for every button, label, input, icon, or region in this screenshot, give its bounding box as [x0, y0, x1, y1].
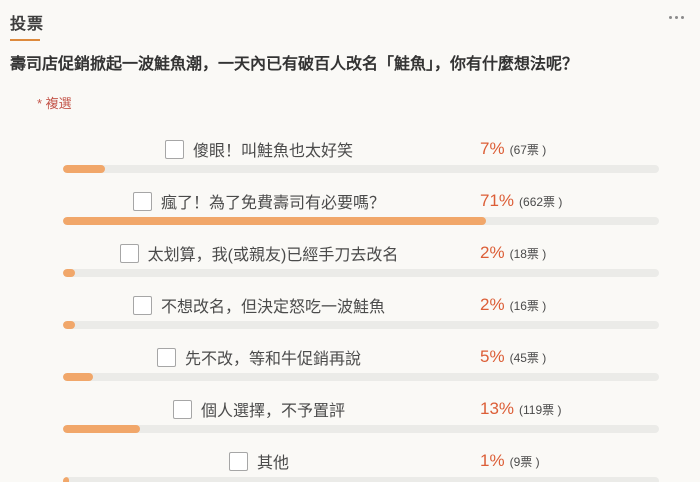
option-percent: 13%	[480, 399, 515, 419]
option-percent: 2%	[480, 243, 505, 263]
poll-option-row: 瘋了！為了免費壽司有必要嗎？ 71% (662票 )	[63, 190, 659, 226]
option-label: 其他	[256, 455, 289, 473]
poll-option-row: 先不改，等和牛促銷再說 5% (45票 )	[63, 346, 659, 382]
option-choice[interactable]: 其他	[63, 449, 455, 473]
option-vote-count: (67票 )	[509, 143, 547, 158]
option-choice[interactable]: 個人選擇，不予置評	[63, 397, 455, 421]
option-percent: 71%	[480, 191, 515, 211]
option-result: 2% (16票 )	[480, 295, 546, 315]
result-bar-fill	[63, 321, 75, 330]
checkbox-icon[interactable]	[132, 191, 152, 211]
option-label: 傻眼！叫鮭魚也太好笑	[192, 143, 353, 161]
option-vote-count: (18票 )	[509, 247, 547, 262]
option-vote-count: (9票 )	[509, 455, 540, 470]
poll-options-list: 傻眼！叫鮭魚也太好笑 7% (67票 ) 瘋了！為了免費壽司有必要嗎？ 71% …	[63, 138, 659, 482]
option-row-top: 不想改名，但決定怒吃一波鮭魚 2% (16票 )	[63, 294, 659, 316]
checkbox-icon[interactable]	[156, 347, 176, 367]
option-row-top: 太划算，我(或親友)已經手刀去改名 2% (18票 )	[63, 242, 659, 264]
option-percent: 2%	[480, 295, 505, 315]
title-accent-underline	[10, 39, 40, 41]
page-title: 投票	[10, 16, 45, 33]
result-bar-track	[63, 217, 659, 226]
option-vote-count: (119票 )	[519, 403, 562, 418]
option-vote-count: (16票 )	[509, 299, 547, 314]
option-choice[interactable]: 傻眼！叫鮭魚也太好笑	[63, 137, 455, 161]
result-bar-track	[63, 165, 659, 174]
option-result: 5% (45票 )	[480, 347, 546, 367]
checkbox-icon[interactable]	[172, 399, 192, 419]
option-row-top: 傻眼！叫鮭魚也太好笑 7% (67票 )	[63, 138, 659, 160]
result-bar-track	[63, 269, 659, 278]
result-bar-fill	[63, 425, 141, 434]
option-row-top: 個人選擇，不予置評 13% (119票 )	[63, 398, 659, 420]
poll-header: 投票	[0, 0, 700, 41]
option-vote-count: (45票 )	[509, 351, 547, 366]
option-choice[interactable]: 不想改名，但決定怒吃一波鮭魚	[63, 293, 455, 317]
option-result: 2% (18票 )	[480, 243, 546, 263]
option-percent: 1%	[480, 451, 505, 471]
result-bar-track	[63, 321, 659, 330]
result-bar-fill	[63, 165, 105, 174]
option-result: 1% (9票 )	[480, 451, 540, 471]
option-label: 個人選擇，不予置評	[200, 403, 345, 421]
option-label: 瘋了！為了免費壽司有必要嗎？	[160, 195, 385, 213]
poll-option-row: 傻眼！叫鮭魚也太好笑 7% (67票 )	[63, 138, 659, 174]
option-row-top: 先不改，等和牛促銷再說 5% (45票 )	[63, 346, 659, 368]
option-percent: 7%	[480, 139, 505, 159]
poll-option-row: 不想改名，但決定怒吃一波鮭魚 2% (16票 )	[63, 294, 659, 330]
result-bar-track	[63, 373, 659, 382]
option-result: 71% (662票 )	[480, 191, 562, 211]
option-row-top: 瘋了！為了免費壽司有必要嗎？ 71% (662票 )	[63, 190, 659, 212]
checkbox-icon[interactable]	[228, 451, 248, 471]
option-choice[interactable]: 太划算，我(或親友)已經手刀去改名	[63, 241, 455, 265]
result-bar-track	[63, 425, 659, 434]
result-bar-track	[63, 477, 659, 482]
option-row-top: 其他 1% (9票 )	[63, 450, 659, 472]
option-result: 7% (67票 )	[480, 139, 546, 159]
required-multi-select-note: * 複選	[37, 96, 72, 112]
option-choice[interactable]: 瘋了！為了免費壽司有必要嗎？	[63, 189, 455, 213]
option-label: 太划算，我(或親友)已經手刀去改名	[147, 247, 399, 265]
option-percent: 5%	[480, 347, 505, 367]
option-vote-count: (662票 )	[519, 195, 563, 210]
title-block: 投票	[10, 10, 44, 41]
poll-option-row: 太划算，我(或親友)已經手刀去改名 2% (18票 )	[63, 242, 659, 278]
checkbox-icon[interactable]	[132, 295, 152, 315]
option-choice[interactable]: 先不改，等和牛促銷再說	[63, 345, 455, 369]
more-options-icon[interactable]	[667, 10, 686, 25]
result-bar-fill	[63, 269, 75, 278]
result-bar-fill	[63, 477, 69, 482]
checkbox-icon[interactable]	[164, 139, 184, 159]
result-bar-fill	[63, 217, 487, 226]
option-result: 13% (119票 )	[480, 399, 562, 419]
option-label: 不想改名，但決定怒吃一波鮭魚	[160, 299, 385, 317]
poll-option-row: 其他 1% (9票 )	[63, 450, 659, 482]
poll-option-row: 個人選擇，不予置評 13% (119票 )	[63, 398, 659, 434]
checkbox-icon[interactable]	[119, 243, 139, 263]
poll-question: 壽司店促銷掀起一波鮭魚潮，一天內已有破百人改名「鮭魚」，你有什麼想法呢？	[10, 56, 579, 73]
option-label: 先不改，等和牛促銷再說	[184, 351, 361, 369]
result-bar-fill	[63, 373, 93, 382]
